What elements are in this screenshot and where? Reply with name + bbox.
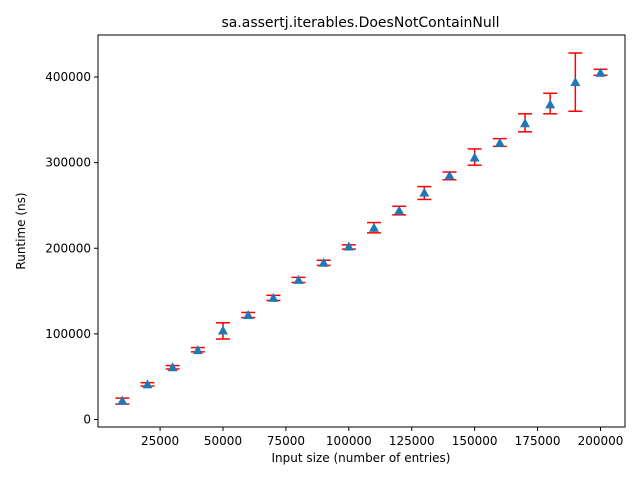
- x-axis-label: Input size (number of entries): [272, 451, 451, 465]
- data-point: [243, 310, 254, 320]
- x-tick-label: 100000: [326, 434, 372, 448]
- y-tick-label: 100000: [45, 327, 91, 341]
- data-point: [394, 205, 405, 215]
- chart-title: sa.assertj.iterables.DoesNotContainNull: [221, 15, 499, 31]
- data-point: [268, 292, 279, 302]
- y-tick-label: 200000: [45, 241, 91, 255]
- x-tick-label: 75000: [267, 434, 305, 448]
- x-tick-label: 50000: [204, 434, 242, 448]
- y-tick-label: 400000: [45, 70, 91, 84]
- data-point: [142, 379, 153, 389]
- data-point: [117, 395, 128, 405]
- plot-frame: [97, 34, 626, 428]
- data-point: [293, 274, 304, 284]
- data-point: [469, 152, 480, 162]
- x-tick-label: 175000: [515, 434, 561, 448]
- y-axis-label: Runtime (ns): [14, 192, 28, 269]
- y-tick-label: 0: [83, 413, 91, 427]
- data-point: [167, 362, 178, 372]
- data-point: [343, 241, 354, 251]
- data-point: [318, 257, 329, 267]
- x-tick-label: 150000: [452, 434, 498, 448]
- data-point: [545, 99, 556, 109]
- plot-area: [115, 52, 608, 405]
- data-point: [369, 222, 379, 232]
- y-tick-label: 300000: [45, 156, 91, 170]
- data-point: [444, 170, 455, 180]
- data-point: [218, 325, 228, 335]
- x-tick-label: 25000: [141, 434, 179, 448]
- data-point: [494, 137, 505, 147]
- data-point: [419, 187, 430, 197]
- data-point: [595, 67, 606, 77]
- x-tick-label: 200000: [578, 434, 624, 448]
- data-point: [520, 118, 530, 128]
- x-tick-label: 125000: [389, 434, 435, 448]
- data-point: [570, 77, 581, 87]
- data-point: [192, 345, 203, 355]
